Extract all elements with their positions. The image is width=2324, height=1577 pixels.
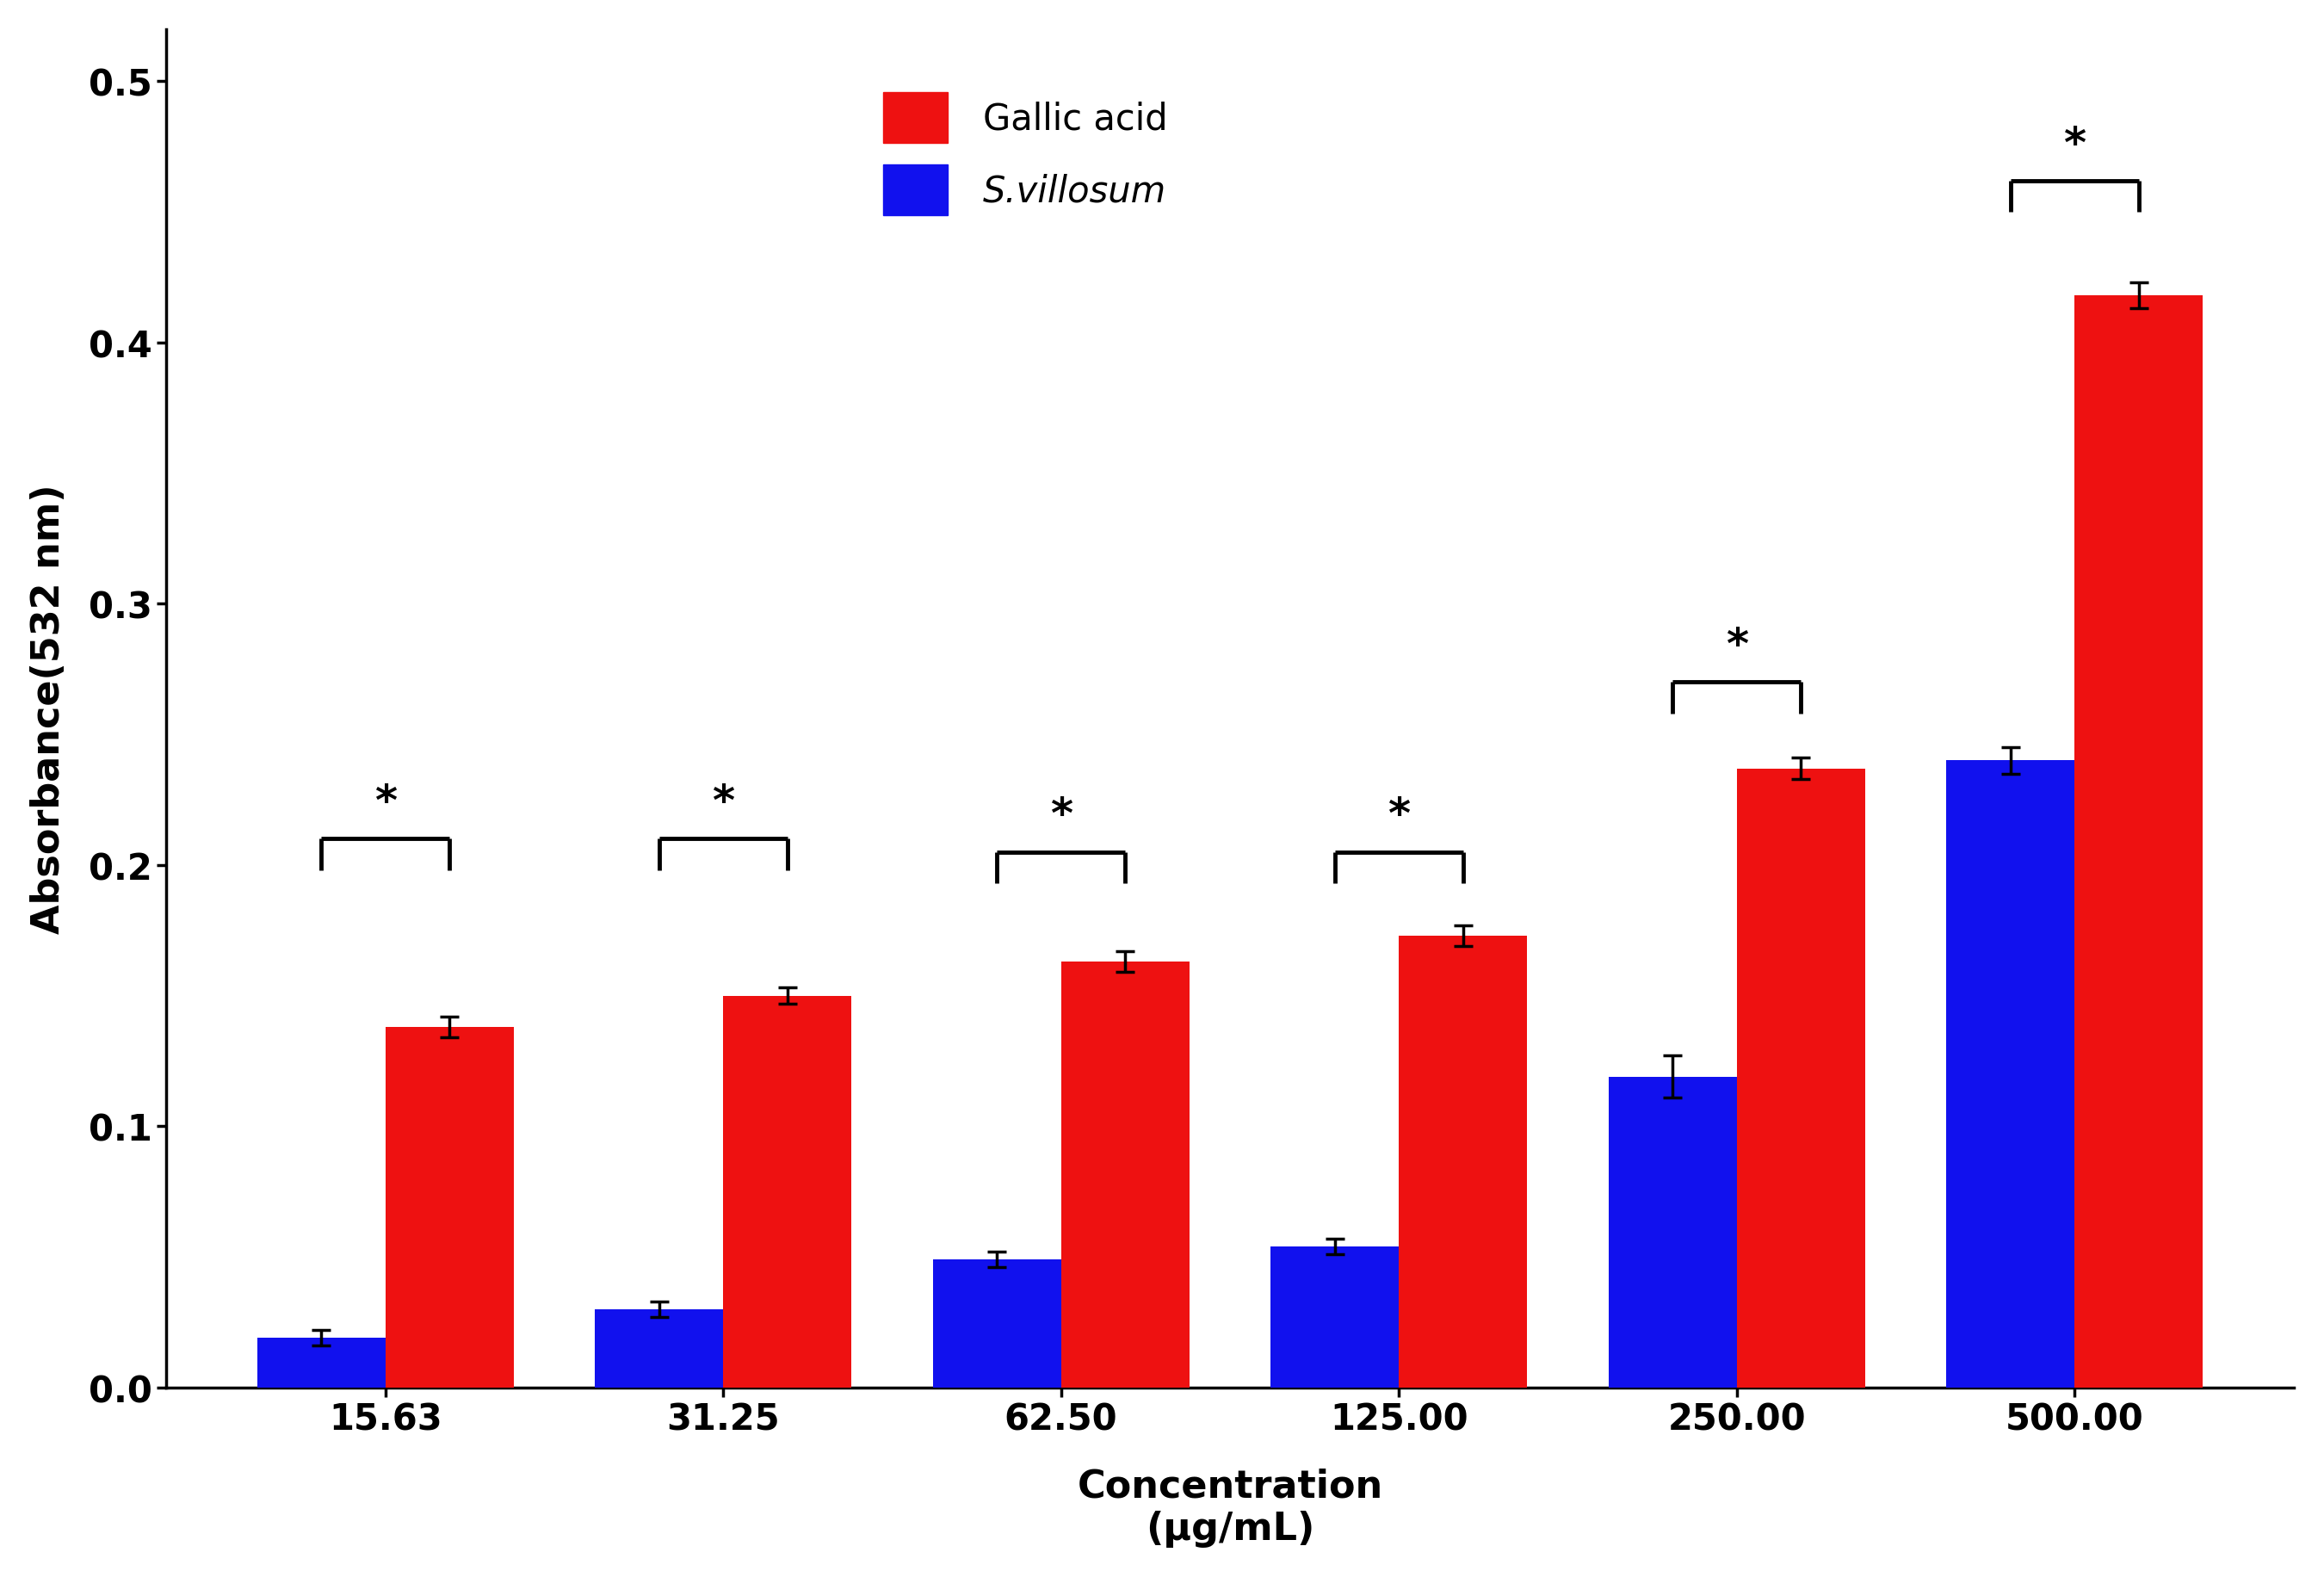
Bar <box>258 1337 386 1388</box>
Text: *: * <box>711 782 734 823</box>
Text: *: * <box>2064 125 2085 166</box>
Legend: Gallic acid, S.villosum: Gallic acid, S.villosum <box>865 76 1185 233</box>
Bar <box>1399 935 1527 1388</box>
Bar <box>2075 296 2203 1388</box>
Bar <box>1062 962 1190 1388</box>
Text: *: * <box>1387 795 1411 837</box>
Bar <box>595 1309 723 1388</box>
Bar <box>1271 1246 1399 1388</box>
Bar <box>1736 768 1866 1388</box>
Bar <box>932 1260 1062 1388</box>
Text: *: * <box>374 782 397 823</box>
Text: *: * <box>1050 795 1071 837</box>
Bar <box>1945 762 2075 1388</box>
X-axis label: Concentration
(μg/mL): Concentration (μg/mL) <box>1076 1467 1383 1547</box>
Bar <box>723 997 851 1388</box>
Y-axis label: Absorbance(532 nm): Absorbance(532 nm) <box>30 484 67 934</box>
Text: *: * <box>1724 626 1748 667</box>
Bar <box>386 1027 514 1388</box>
Bar <box>1608 1077 1736 1388</box>
